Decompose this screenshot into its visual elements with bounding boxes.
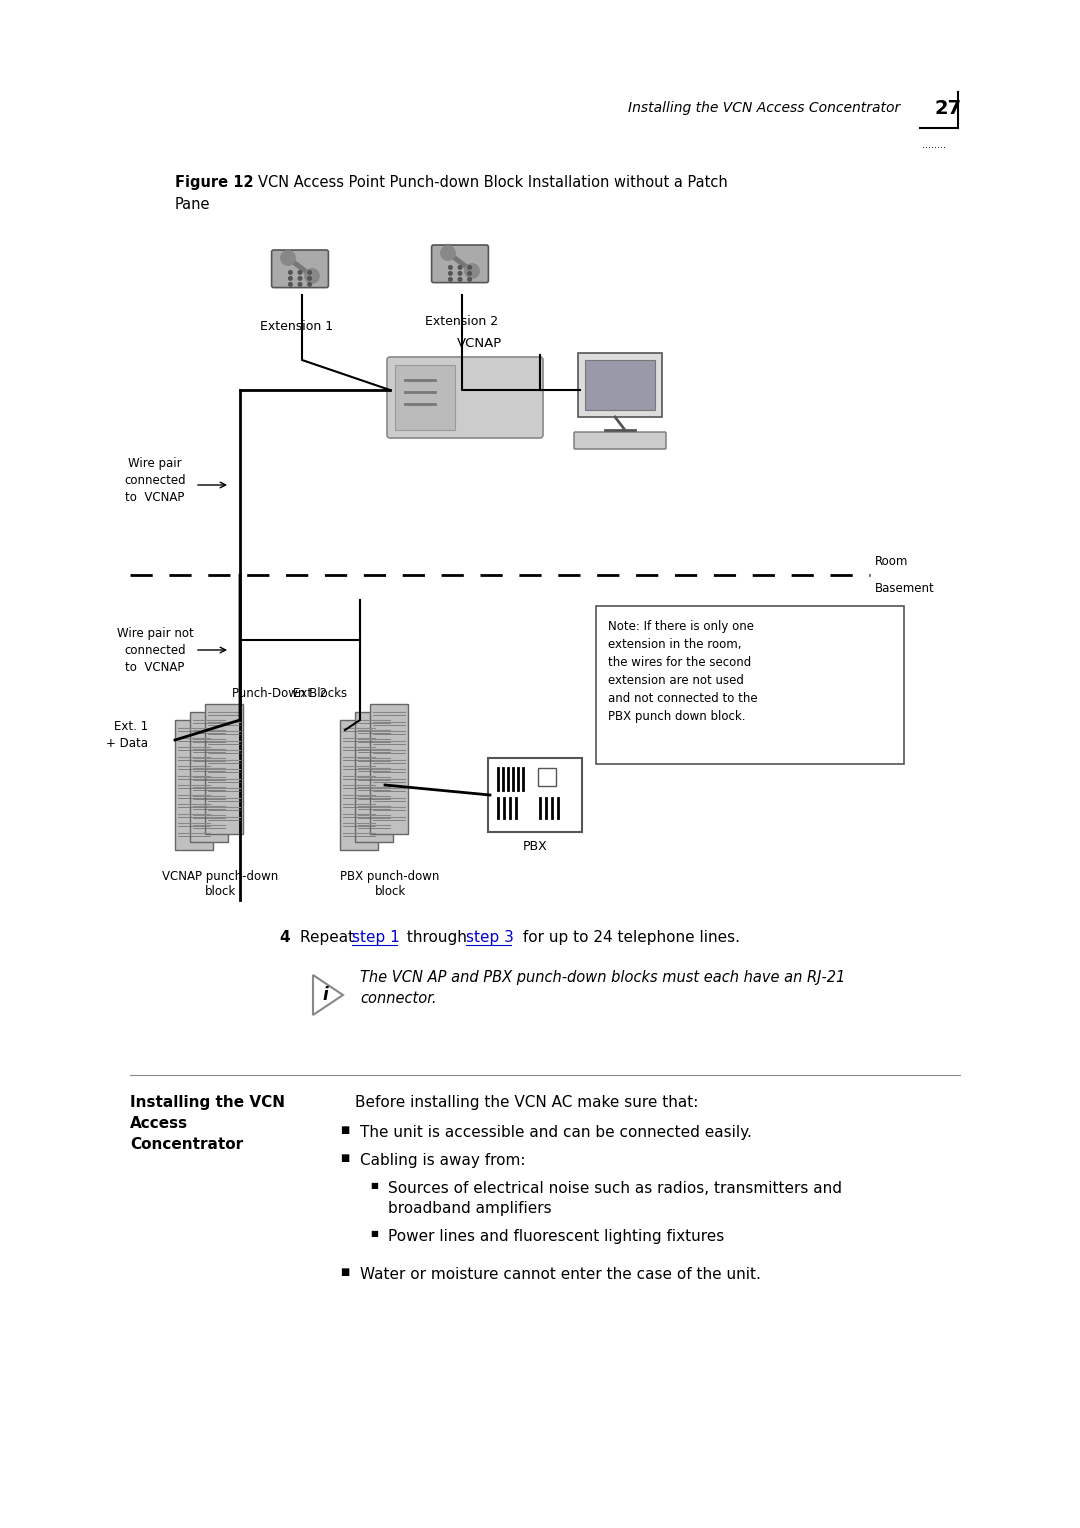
Text: Extension 2: Extension 2 bbox=[426, 315, 499, 329]
Text: 4: 4 bbox=[280, 931, 291, 944]
Circle shape bbox=[298, 283, 301, 286]
Circle shape bbox=[458, 272, 462, 275]
Text: VCNAP: VCNAP bbox=[457, 338, 502, 350]
Text: Pane: Pane bbox=[175, 197, 211, 212]
Circle shape bbox=[288, 277, 293, 280]
Circle shape bbox=[288, 270, 293, 274]
Text: Cabling is away from:: Cabling is away from: bbox=[360, 1154, 526, 1167]
FancyBboxPatch shape bbox=[432, 244, 488, 283]
Text: ■: ■ bbox=[340, 1125, 349, 1135]
Circle shape bbox=[281, 251, 295, 266]
FancyBboxPatch shape bbox=[538, 769, 556, 785]
Circle shape bbox=[468, 278, 471, 281]
Text: Ext. 1
+ Data: Ext. 1 + Data bbox=[106, 720, 148, 750]
Circle shape bbox=[305, 269, 320, 283]
Circle shape bbox=[298, 270, 301, 274]
Text: VCNAP punch-down
block: VCNAP punch-down block bbox=[162, 869, 279, 898]
FancyBboxPatch shape bbox=[387, 358, 543, 439]
FancyBboxPatch shape bbox=[271, 251, 328, 287]
Circle shape bbox=[448, 266, 453, 269]
Text: Before installing the VCN AC make sure that:: Before installing the VCN AC make sure t… bbox=[355, 1096, 699, 1109]
Text: Installing the VCN
Access
Concentrator: Installing the VCN Access Concentrator bbox=[130, 1096, 285, 1152]
Text: Wire pair
connected
to  VCNAP: Wire pair connected to VCNAP bbox=[124, 457, 186, 504]
FancyBboxPatch shape bbox=[205, 704, 243, 834]
Circle shape bbox=[458, 266, 462, 269]
FancyBboxPatch shape bbox=[573, 432, 666, 449]
Text: Repeat: Repeat bbox=[300, 931, 359, 944]
Circle shape bbox=[308, 270, 311, 274]
FancyBboxPatch shape bbox=[175, 720, 213, 850]
Text: step 1: step 1 bbox=[352, 931, 400, 944]
Circle shape bbox=[298, 277, 301, 280]
Text: ■: ■ bbox=[340, 1154, 349, 1163]
FancyBboxPatch shape bbox=[370, 704, 408, 834]
Circle shape bbox=[448, 278, 453, 281]
Circle shape bbox=[308, 283, 311, 286]
Text: VCN Access Point Punch-down Block Installation without a Patch: VCN Access Point Punch-down Block Instal… bbox=[258, 176, 728, 189]
FancyBboxPatch shape bbox=[355, 712, 393, 842]
FancyBboxPatch shape bbox=[578, 353, 662, 417]
Text: The unit is accessible and can be connected easily.: The unit is accessible and can be connec… bbox=[360, 1125, 752, 1140]
Circle shape bbox=[308, 277, 311, 280]
Text: Sources of electrical noise such as radios, transmitters and
broadband amplifier: Sources of electrical noise such as radi… bbox=[388, 1181, 842, 1216]
FancyBboxPatch shape bbox=[340, 720, 378, 850]
Circle shape bbox=[448, 272, 453, 275]
Text: Room: Room bbox=[875, 555, 908, 568]
Text: ■: ■ bbox=[370, 1181, 378, 1190]
Text: Installing the VCN Access Concentrator: Installing the VCN Access Concentrator bbox=[627, 101, 900, 115]
FancyBboxPatch shape bbox=[395, 365, 455, 429]
Circle shape bbox=[288, 283, 293, 286]
Text: PBX punch-down
block: PBX punch-down block bbox=[340, 869, 440, 898]
Text: Extension 1: Extension 1 bbox=[260, 319, 334, 333]
Text: 27: 27 bbox=[935, 98, 962, 118]
Text: PBX: PBX bbox=[523, 840, 548, 853]
Circle shape bbox=[441, 246, 455, 260]
Text: through: through bbox=[402, 931, 472, 944]
Text: i: i bbox=[322, 986, 328, 1004]
Circle shape bbox=[468, 272, 471, 275]
Text: step 3: step 3 bbox=[465, 931, 514, 944]
Text: Ext. 2: Ext. 2 bbox=[293, 688, 327, 700]
FancyBboxPatch shape bbox=[190, 712, 228, 842]
FancyBboxPatch shape bbox=[596, 607, 904, 764]
Text: ........: ........ bbox=[922, 141, 946, 150]
Circle shape bbox=[464, 264, 480, 278]
Text: Basement: Basement bbox=[875, 582, 935, 594]
Text: The VCN AP and PBX punch-down blocks must each have an RJ-21
connector.: The VCN AP and PBX punch-down blocks mus… bbox=[360, 970, 846, 1005]
Text: Power lines and fluorescent lighting fixtures: Power lines and fluorescent lighting fix… bbox=[388, 1229, 725, 1244]
Polygon shape bbox=[313, 975, 343, 1015]
Circle shape bbox=[468, 266, 471, 269]
Text: Water or moisture cannot enter the case of the unit.: Water or moisture cannot enter the case … bbox=[360, 1267, 761, 1282]
Circle shape bbox=[458, 278, 462, 281]
Text: Figure 12: Figure 12 bbox=[175, 176, 254, 189]
Text: Punch-Down Blocks: Punch-Down Blocks bbox=[232, 688, 348, 700]
Text: for up to 24 telephone lines.: for up to 24 telephone lines. bbox=[518, 931, 740, 944]
FancyBboxPatch shape bbox=[585, 361, 654, 410]
Text: ■: ■ bbox=[370, 1229, 378, 1238]
Text: Wire pair not
connected
to  VCNAP: Wire pair not connected to VCNAP bbox=[117, 626, 193, 674]
FancyBboxPatch shape bbox=[488, 758, 582, 833]
Text: ■: ■ bbox=[340, 1267, 349, 1277]
Text: Note: If there is only one
extension in the room,
the wires for the second
exten: Note: If there is only one extension in … bbox=[608, 620, 758, 723]
